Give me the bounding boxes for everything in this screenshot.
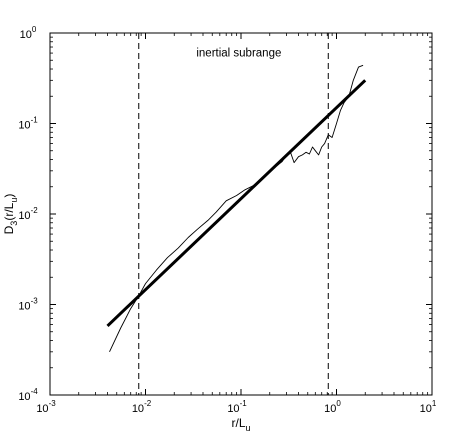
y-tick-label: 100 bbox=[20, 25, 37, 41]
measured-curve bbox=[109, 64, 364, 352]
data-series bbox=[106, 64, 367, 352]
subrange-boundary-lines bbox=[138, 33, 329, 395]
x-tick-label: 10-1 bbox=[227, 399, 247, 415]
x-axis-label-main: r/L bbox=[231, 416, 245, 430]
y-tick-label: 10-2 bbox=[18, 206, 38, 222]
x-tick-label: 10-2 bbox=[132, 399, 152, 415]
fit-line bbox=[106, 79, 367, 327]
annotation-inertial-subrange: inertial subrange bbox=[196, 47, 281, 59]
y-axis-label-prefix: D bbox=[2, 225, 16, 234]
y-tick-label: 10-1 bbox=[18, 116, 38, 132]
plot-frame bbox=[49, 32, 433, 396]
y-axis-label-sub: 3 bbox=[9, 221, 19, 226]
x-axis-label-sub: u bbox=[246, 423, 251, 433]
y-axis-label-mid: (r/L bbox=[2, 202, 16, 220]
y-axis-label-sub2: u bbox=[9, 198, 19, 203]
x-tick-label: 100 bbox=[324, 399, 341, 415]
y-tick-label: 10-3 bbox=[18, 297, 38, 313]
y-tick-label: 10-4 bbox=[18, 387, 38, 403]
x-tick-label: 10-3 bbox=[36, 399, 56, 415]
y-axis-label: D3(r/Lu) bbox=[2, 194, 19, 235]
x-axis-label: r/Lu bbox=[231, 416, 250, 433]
x-axis-ticks: 10-3 10-2 10-1 100 101 bbox=[36, 33, 437, 415]
y-axis-label-suffix: ) bbox=[2, 194, 16, 198]
x-tick-label: 101 bbox=[420, 399, 437, 415]
